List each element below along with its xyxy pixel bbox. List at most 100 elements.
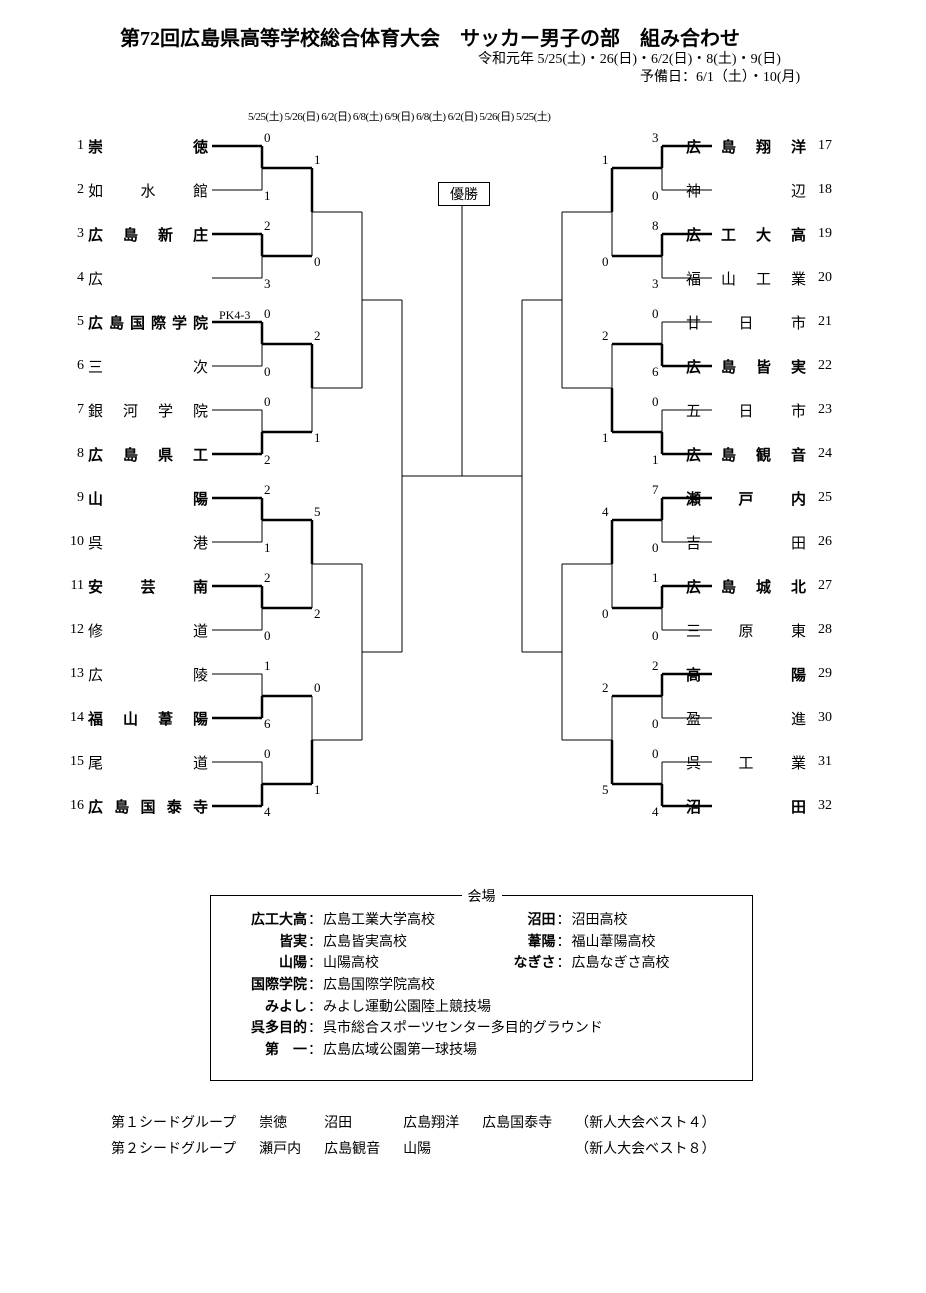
score: 0 <box>264 364 271 380</box>
score: 0 <box>652 746 659 762</box>
team-row: 高 陽 29 <box>682 652 840 696</box>
team-row: 11 安 芸 南 <box>62 564 212 608</box>
team-name: 廿 日 市 <box>682 312 810 333</box>
score: 2 <box>602 328 609 344</box>
pk-note: PK4-3 <box>219 308 250 323</box>
team-row: 7 銀 河 学 院 <box>62 388 212 432</box>
team-row: 2 如 水 館 <box>62 168 212 212</box>
seed-number: 7 <box>62 402 84 418</box>
seed-number: 6 <box>62 358 84 374</box>
team-name: 吉 田 <box>682 532 810 553</box>
score: 1 <box>602 152 609 168</box>
score: 2 <box>602 680 609 696</box>
score: 4 <box>652 804 659 820</box>
team-name: 広島国際学院 <box>84 312 212 333</box>
team-name: 広 陵 <box>84 664 212 685</box>
score: 2 <box>652 658 659 674</box>
seed-number: 29 <box>818 666 840 682</box>
team-name: 広 島 国 泰 寺 <box>84 796 212 817</box>
score: 0 <box>264 746 271 762</box>
seed-number: 1 <box>62 138 84 154</box>
champion-label: 優勝 <box>438 182 490 206</box>
seed-number: 5 <box>62 314 84 330</box>
score: 0 <box>652 306 659 322</box>
team-name: 修 道 <box>84 620 212 641</box>
score: 4 <box>264 804 271 820</box>
seed-number: 28 <box>818 622 840 638</box>
team-row: 盈 進 30 <box>682 696 840 740</box>
venue-row: みよし：みよし運動公園陸上競技場 <box>229 997 734 1019</box>
score: 0 <box>264 628 271 644</box>
seed-number: 32 <box>818 798 840 814</box>
score: 1 <box>652 570 659 586</box>
seed-number: 4 <box>62 270 84 286</box>
score: 4 <box>602 504 609 520</box>
seed-number: 23 <box>818 402 840 418</box>
seed-number: 25 <box>818 490 840 506</box>
team-row: 広 工 大 高 19 <box>682 212 840 256</box>
team-name: 瀬 戸 内 <box>682 488 810 509</box>
score: 1 <box>314 430 321 446</box>
score: 1 <box>264 658 271 674</box>
score: 2 <box>264 482 271 498</box>
score: 0 <box>652 540 659 556</box>
score: 6 <box>652 364 659 380</box>
team-row: 神 辺 18 <box>682 168 840 212</box>
seed-number: 9 <box>62 490 84 506</box>
team-row: 15 尾 道 <box>62 740 212 784</box>
score: 2 <box>264 218 271 234</box>
seed-number: 8 <box>62 446 84 462</box>
team-name: 広 工 大 高 <box>682 224 810 245</box>
team-row: 広 島 翔 洋 17 <box>682 124 840 168</box>
score: 0 <box>602 254 609 270</box>
venue-row: 呉多目的：呉市総合スポーツセンター多目的グラウンド <box>229 1018 734 1040</box>
team-row: 吉 田 26 <box>682 520 840 564</box>
score: 1 <box>264 540 271 556</box>
seed-number: 30 <box>818 710 840 726</box>
venue-row: 国際学院：広島国際学院高校 <box>229 975 734 997</box>
team-name: 尾 道 <box>84 752 212 773</box>
seed-number: 13 <box>62 666 84 682</box>
team-name: 呉 工 業 <box>682 752 810 773</box>
seed2-label: 第２シードグループ <box>110 1138 256 1162</box>
score: 5 <box>314 504 321 520</box>
team-row: 6 三 次 <box>62 344 212 388</box>
team-name: 広 島 県 工 <box>84 444 212 465</box>
seed-number: 16 <box>62 798 84 814</box>
score: 0 <box>652 394 659 410</box>
seed-number: 18 <box>818 182 840 198</box>
seed-number: 3 <box>62 226 84 242</box>
seed-groups: 第１シードグループ 崇徳 沼田 広島翔洋 広島国泰寺 （新人大会ベスト４） 第２… <box>108 1110 737 1165</box>
seed-number: 21 <box>818 314 840 330</box>
team-row: 16 広 島 国 泰 寺 <box>62 784 212 828</box>
seed-number: 31 <box>818 754 840 770</box>
team-name: 広 島 新 庄 <box>84 224 212 245</box>
score: 2 <box>264 452 271 468</box>
score: 3 <box>652 276 659 292</box>
seed-number: 20 <box>818 270 840 286</box>
team-row: 14 福 山 葦 陽 <box>62 696 212 740</box>
team-row: 5 広島国際学院 <box>62 300 212 344</box>
seed-number: 11 <box>62 578 84 594</box>
team-name: 三 原 東 <box>682 620 810 641</box>
team-row: 3 広 島 新 庄 <box>62 212 212 256</box>
team-name: 広 <box>84 268 212 289</box>
reserve-dates: 予備日：6/1（土）・10(月) <box>640 66 800 86</box>
team-name: 五 日 市 <box>682 400 810 421</box>
score: 5 <box>602 782 609 798</box>
team-name: 安 芸 南 <box>84 576 212 597</box>
venue-row: 広工大高：広島工業大学高校沼田：沼田高校 <box>229 910 734 932</box>
seed-number: 12 <box>62 622 84 638</box>
team-row: 12 修 道 <box>62 608 212 652</box>
team-row: 4 広 <box>62 256 212 300</box>
score: 0 <box>264 130 271 146</box>
seed-number: 24 <box>818 446 840 462</box>
seed-number: 10 <box>62 534 84 550</box>
score: 0 <box>264 306 271 322</box>
team-name: 広 島 皆 実 <box>682 356 810 377</box>
team-row: 広 島 皆 実 22 <box>682 344 840 388</box>
team-row: 13 広 陵 <box>62 652 212 696</box>
team-row: 1 崇 徳 <box>62 124 212 168</box>
team-name: 盈 進 <box>682 708 810 729</box>
venue-title: 会場 <box>462 886 502 906</box>
